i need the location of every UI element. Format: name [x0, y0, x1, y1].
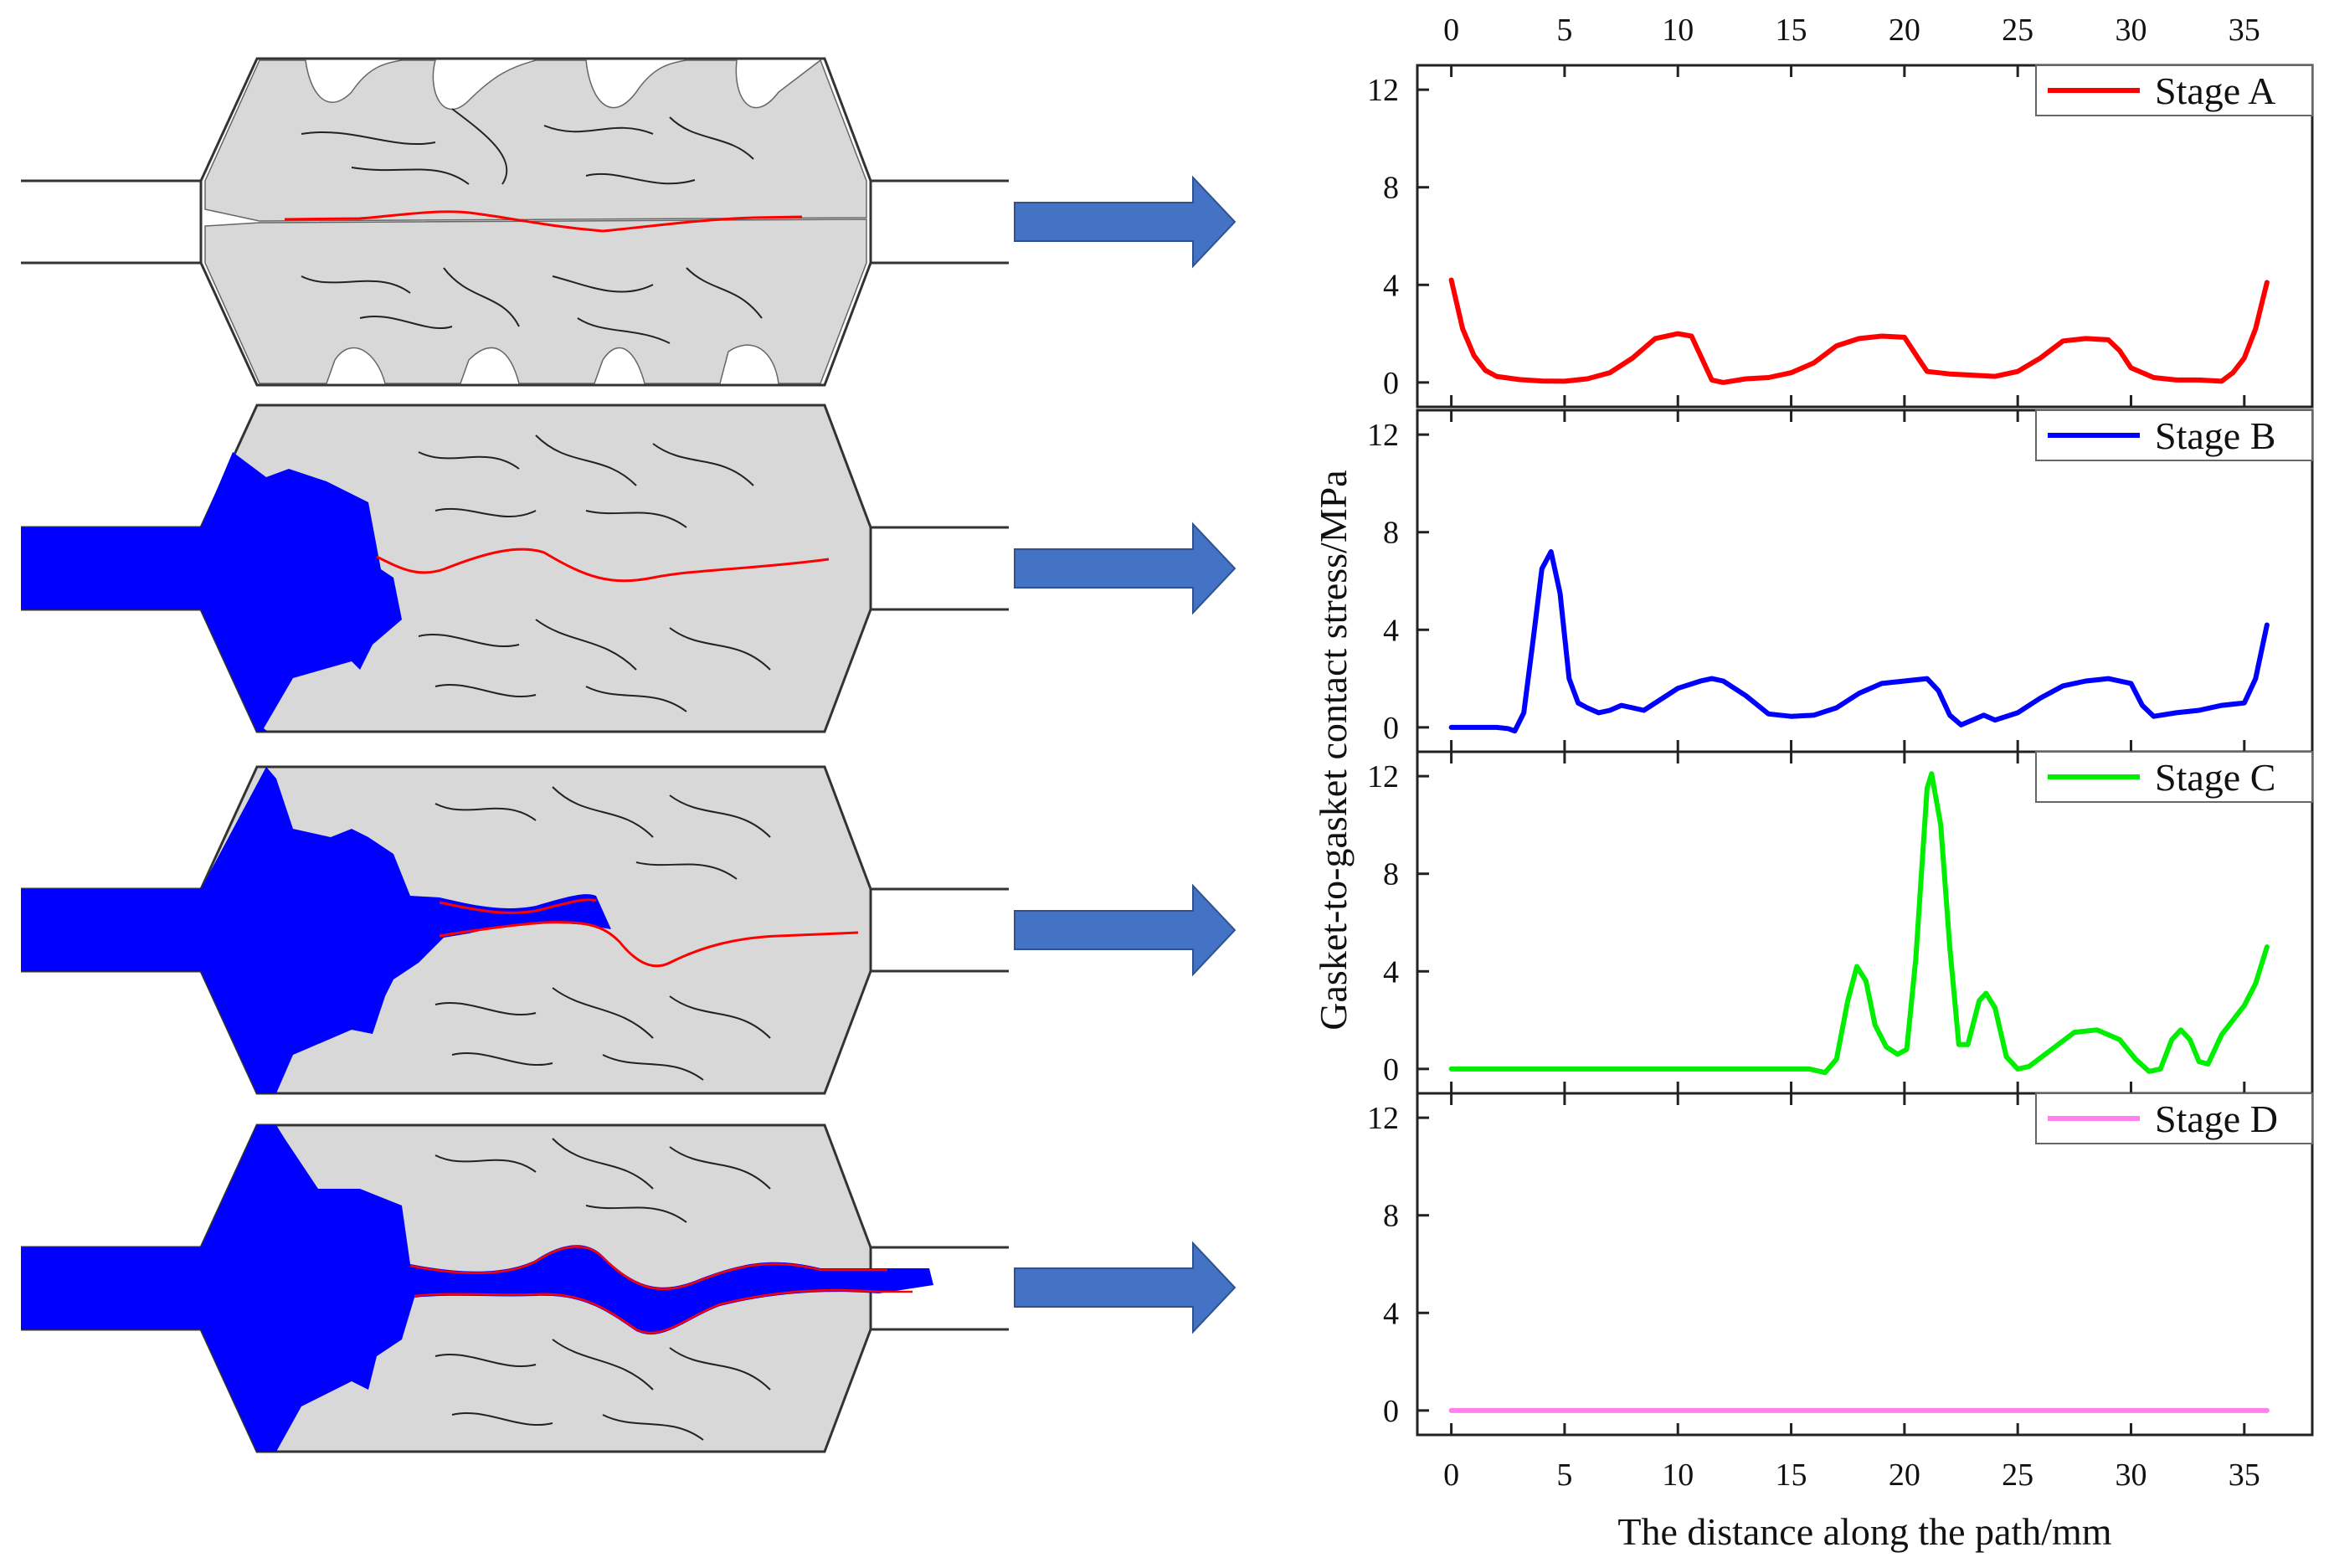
chart-panel: 0 4 8 12 Stage D — [1367, 1092, 2314, 1437]
plot-frame — [1416, 750, 2314, 1095]
y-tick-label: 0 — [1383, 366, 1399, 401]
chart-panel: 0 4 8 12 Stage B — [1367, 409, 2314, 753]
y-tick-label: 0 — [1383, 1394, 1399, 1429]
legend-label: Stage B — [2155, 414, 2275, 457]
series-line — [1448, 771, 2270, 1076]
gasket-diagram — [21, 57, 1236, 1453]
x-tick-label-top: 15 — [1776, 13, 1807, 48]
plot-frame — [1416, 409, 2314, 753]
x-tick-label-top: 5 — [1556, 13, 1572, 48]
gasket-state-stage-c — [21, 765, 1009, 1095]
x-tick-label: 30 — [2115, 1457, 2146, 1493]
x-axis-title: The distance along the path/mm — [1617, 1510, 2111, 1553]
legend-label: Stage D — [2155, 1098, 2278, 1140]
y-tick-label: 8 — [1383, 516, 1399, 551]
gasket-state-stage-d — [21, 1123, 1009, 1453]
x-tick-label-top: 25 — [2002, 13, 2033, 48]
x-tick-label: 25 — [2002, 1457, 2033, 1493]
x-tick-label-top: 30 — [2115, 13, 2146, 48]
chart-panel: 0 4 8 12 Stage C — [1367, 750, 2314, 1095]
right-arrow-icon — [1014, 175, 1236, 269]
y-tick-label: 12 — [1367, 73, 1399, 108]
x-tick-label-top: 35 — [2229, 13, 2260, 48]
legend-label: Stage C — [2155, 756, 2275, 799]
y-tick-label: 4 — [1383, 1296, 1399, 1331]
y-tick-label: 8 — [1383, 171, 1399, 206]
y-tick-label: 4 — [1383, 954, 1399, 990]
y-tick-label: 4 — [1383, 613, 1399, 648]
x-tick-label: 20 — [1889, 1457, 1920, 1493]
right-arrow-icon — [1014, 522, 1236, 615]
gasket-state-stage-a — [21, 57, 1009, 387]
y-tick-label: 12 — [1367, 418, 1399, 453]
series-line — [1448, 277, 2270, 385]
x-tick-label: 10 — [1662, 1457, 1694, 1493]
plot-frame — [1416, 64, 2314, 409]
right-arrow-icon — [1014, 1241, 1236, 1334]
x-tick-label: 0 — [1443, 1457, 1459, 1493]
contact-stress-chart: 0 4 8 12 Stage A 0 4 8 12 Stage B 0 4 8 12 Stage C 0 4 8 1… — [1312, 13, 2314, 1553]
y-tick-label: 8 — [1383, 1199, 1399, 1234]
y-tick-label: 4 — [1383, 268, 1399, 303]
chart-panel: 0 4 8 12 Stage A — [1367, 64, 2314, 409]
gasket-state-stage-b — [21, 404, 1009, 733]
y-tick-label: 8 — [1383, 857, 1399, 892]
right-arrow-icon — [1014, 883, 1236, 977]
y-tick-label: 12 — [1367, 759, 1399, 794]
legend-label: Stage A — [2155, 69, 2275, 112]
x-tick-label: 15 — [1776, 1457, 1807, 1493]
x-tick-label: 5 — [1556, 1457, 1572, 1493]
y-tick-label: 0 — [1383, 1052, 1399, 1087]
plot-frame — [1416, 1092, 2314, 1437]
x-tick-label-top: 10 — [1662, 13, 1694, 48]
x-tick-label-top: 0 — [1443, 13, 1459, 48]
y-tick-label: 12 — [1367, 1101, 1399, 1136]
series-line — [1448, 549, 2270, 734]
y-axis-title: Gasket-to-gasket contact stress/MPa — [1312, 470, 1355, 1030]
y-tick-label: 0 — [1383, 711, 1399, 746]
x-tick-label: 35 — [2229, 1457, 2260, 1493]
x-tick-label-top: 20 — [1889, 13, 1920, 48]
